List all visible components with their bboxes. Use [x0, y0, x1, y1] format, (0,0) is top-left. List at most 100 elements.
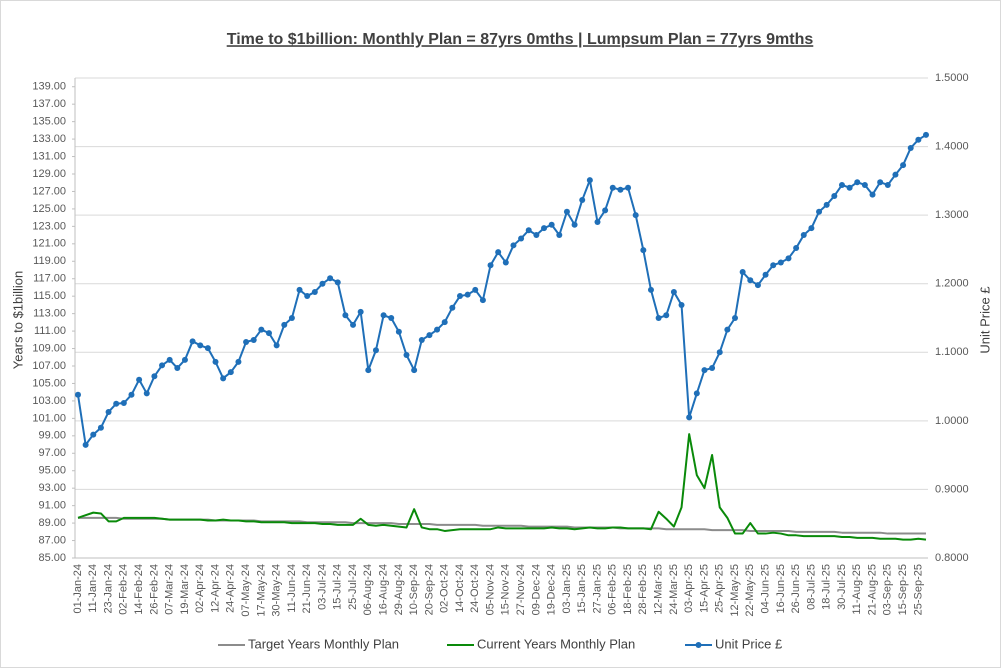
data-point [327, 275, 334, 282]
data-point [678, 301, 685, 308]
x-tick-label: 03-Apr-25 [683, 564, 695, 613]
data-point [563, 208, 570, 215]
x-tick-label: 30-May-24 [271, 564, 283, 617]
x-tick-label: 02-Feb-24 [118, 564, 130, 615]
data-point [464, 291, 471, 298]
data-point [181, 356, 188, 363]
data-point [892, 171, 899, 178]
y-tick-label: 113.00 [33, 308, 66, 320]
y-tick-label: 131.00 [32, 150, 66, 162]
legend-label: Current Years Monthly Plan [477, 636, 635, 651]
data-point [831, 192, 838, 199]
x-tick-label: 27-Jan-25 [591, 564, 603, 614]
legend-label: Target Years Monthly Plan [248, 636, 399, 651]
data-point [204, 345, 211, 352]
data-point [403, 352, 410, 359]
x-tick-label: 27-Nov-24 [515, 564, 527, 615]
x-tick-label: 26-Feb-24 [148, 564, 160, 615]
data-point [456, 293, 463, 300]
data-point [647, 286, 654, 293]
data-point [586, 177, 593, 184]
data-point [143, 390, 150, 397]
x-tick-label: 12-May-25 [729, 564, 741, 617]
data-point [754, 282, 761, 289]
data-point [770, 262, 777, 269]
data-point [372, 347, 379, 354]
x-tick-label: 14-Oct-24 [454, 564, 466, 613]
y-tick-label: 123.00 [32, 220, 66, 232]
x-tick-label: 26-Jun-25 [790, 564, 802, 614]
data-point [82, 441, 89, 448]
data-point [479, 297, 486, 304]
y-tick-label: 89.00 [38, 517, 66, 529]
y2-tick-label: 0.9000 [935, 483, 969, 495]
data-point [739, 269, 746, 276]
series-line [77, 433, 927, 541]
x-tick-label: 29-Aug-24 [393, 564, 405, 615]
data-point [472, 286, 479, 293]
y2-tick-label: 1.5000 [935, 72, 969, 84]
y-tick-label: 121.00 [32, 238, 66, 250]
data-point [136, 376, 143, 383]
y-tick-label: 139.00 [32, 81, 66, 93]
y2-tick-label: 1.0000 [935, 415, 969, 427]
data-point [418, 336, 425, 343]
data-point [449, 304, 456, 311]
y-tick-label: 101.00 [32, 412, 66, 424]
data-point [75, 391, 81, 398]
data-point [808, 225, 815, 232]
x-tick-label: 06-Feb-25 [607, 564, 619, 615]
data-point [663, 312, 670, 319]
data-point [518, 235, 525, 242]
x-tick-label: 11-Jan-24 [87, 564, 99, 613]
data-point [357, 308, 364, 315]
data-point [380, 312, 387, 319]
data-point [495, 249, 502, 256]
data-point [846, 184, 853, 191]
x-tick-label: 01-Jan-24 [72, 564, 84, 614]
data-point [533, 232, 540, 239]
x-tick-label: 15-Jul-24 [332, 564, 344, 610]
data-point [854, 179, 861, 186]
y-tick-label: 117.00 [33, 273, 66, 285]
x-tick-label: 30-Jul-25 [836, 564, 848, 610]
data-point [693, 390, 700, 397]
x-tick-label: 11-Jun-24 [286, 564, 298, 613]
data-point [541, 225, 548, 232]
x-tick-label: 15-Apr-25 [698, 564, 710, 613]
data-point [800, 232, 807, 239]
y-tick-label: 99.00 [38, 430, 66, 442]
data-point [823, 201, 830, 208]
chart-title: Time to $1billion: Monthly Plan = 87yrs … [227, 31, 814, 48]
data-point [342, 312, 349, 319]
data-point [388, 315, 395, 321]
x-tick-label: 04-Jun-25 [759, 564, 771, 614]
data-point [548, 221, 555, 228]
x-tick-label: 19-Dec-24 [546, 564, 558, 615]
data-point [793, 245, 800, 252]
data-point [732, 315, 739, 321]
series-line [77, 134, 927, 446]
y-tick-label: 87.00 [38, 534, 66, 546]
y-tick-label: 133.00 [32, 133, 66, 145]
x-tick-label: 24-Mar-25 [668, 564, 680, 615]
x-tick-label: 24-Oct-24 [469, 564, 481, 613]
y-tick-label: 115.00 [33, 290, 66, 302]
data-point [785, 255, 792, 262]
data-point [709, 365, 716, 372]
x-tick-label: 03-Jul-24 [316, 564, 328, 610]
data-point [220, 375, 227, 382]
x-tick-label: 12-Mar-25 [653, 564, 665, 615]
y-tick-label: 91.00 [38, 500, 66, 512]
data-point [273, 342, 280, 349]
data-point [556, 232, 563, 239]
y-tick-label: 129.00 [32, 168, 66, 180]
data-point [907, 144, 914, 151]
x-tick-label: 05-Nov-24 [484, 564, 496, 615]
y-tick-label: 127.00 [32, 185, 66, 197]
y-tick-label: 119.00 [33, 255, 66, 267]
y-tick-label: 95.00 [38, 465, 66, 477]
x-tick-label: 02-Apr-24 [194, 564, 206, 613]
x-tick-label: 15-Sep-25 [897, 564, 909, 615]
